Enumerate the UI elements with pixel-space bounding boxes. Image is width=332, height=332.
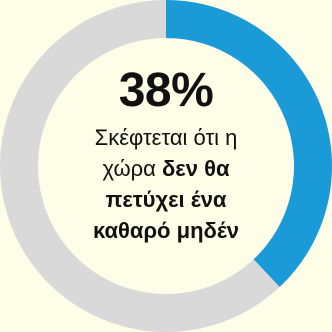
- center-label: 38% Σκέφτεται ότι η χώρα δεν θα πετύχει …: [46, 64, 286, 246]
- donut-slice-remainder: [0, 0, 280, 332]
- description-line-2-bold: δεν θα: [161, 156, 230, 181]
- center-percentage: 38%: [118, 64, 214, 117]
- description-line-2: χώρα δεν θα: [46, 153, 286, 184]
- donut-slice-highlight: [166, 0, 332, 288]
- description-line-4: καθαρό μηδέν: [92, 218, 240, 243]
- description-line-1: Σκέφτεται ότι η: [94, 125, 238, 150]
- center-description: Σκέφτεται ότι η χώρα δεν θα πετύχει ένα …: [46, 122, 286, 246]
- description-line-3: πετύχει ένα: [105, 187, 227, 212]
- description-line-2-plain: χώρα: [102, 156, 162, 181]
